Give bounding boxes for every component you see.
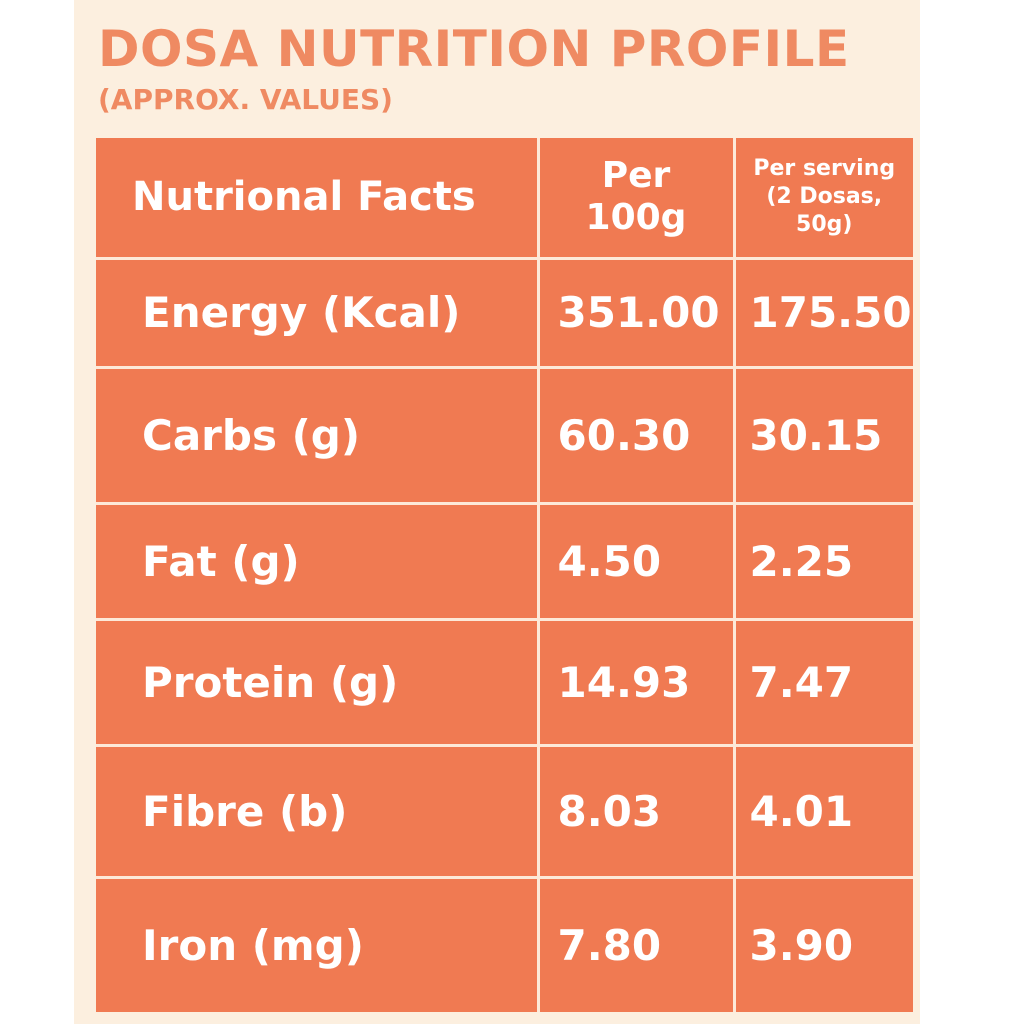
value-per-serving: 30.15 xyxy=(732,367,913,505)
value-per-serving: 4.01 xyxy=(732,745,913,879)
value-per-100g: 351.00 xyxy=(536,258,734,369)
header-per-serving: Per serving (2 Dosas, 50g) xyxy=(732,138,913,260)
value-per-100g: 8.03 xyxy=(536,745,734,879)
row-label: Iron (mg) xyxy=(142,920,364,970)
header-per-100g: Per 100g xyxy=(536,138,734,260)
page-subtitle: (APPROX. VALUES) xyxy=(98,83,393,116)
value-per-100g: 14.93 xyxy=(536,619,734,747)
row-label: Fat (g) xyxy=(96,503,538,621)
row-label: Fibre (b) xyxy=(96,745,538,879)
table-row: Energy (Kcal) 351.00 175.50 xyxy=(96,258,913,369)
row-label: Carbs (g) xyxy=(96,367,538,505)
value-per-100g: 4.50 xyxy=(536,503,734,621)
table-row: Fat (g) 4.50 2.25 xyxy=(96,503,913,621)
value-per-100g: 60.30 xyxy=(536,367,734,505)
table-row: Carbs (g) 60.30 30.15 xyxy=(96,367,913,505)
value-per-100g: 7.80 xyxy=(536,877,734,1012)
value-per-serving: 3.90 xyxy=(732,877,913,1012)
row-label: Protein (g) xyxy=(96,619,538,747)
nutrition-table: Nutrional Facts Per 100g Per serving (2 … xyxy=(96,138,913,1012)
table-row: Iron (mg) 7.80 3.90 xyxy=(96,877,913,1012)
table-header-row: Nutrional Facts Per 100g Per serving (2 … xyxy=(96,138,913,260)
table-row: Protein (g) 14.93 7.47 xyxy=(96,619,913,747)
value-per-serving: 175.50 xyxy=(732,258,913,369)
table-row: Fibre (b) 8.03 4.01 xyxy=(96,745,913,879)
header-nutritional-facts: Nutrional Facts xyxy=(96,138,538,260)
row-label: Energy (Kcal) xyxy=(96,258,538,369)
value-per-serving: 7.47 xyxy=(732,619,913,747)
value-per-serving: 2.25 xyxy=(732,503,913,621)
page-title: DOSA NUTRITION PROFILE xyxy=(98,20,850,78)
